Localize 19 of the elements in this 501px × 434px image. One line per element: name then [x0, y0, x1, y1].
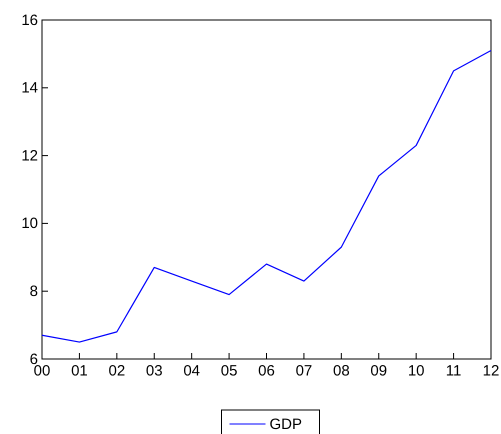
- y-tick-label: 12: [21, 147, 38, 164]
- x-tick-label: 10: [408, 362, 425, 380]
- x-tick-label: 04: [183, 362, 200, 380]
- x-tick-label: 02: [108, 362, 126, 380]
- x-tick-label: 01: [71, 362, 88, 380]
- y-tick-label: 16: [21, 12, 38, 29]
- x-tick-label: 06: [258, 362, 275, 380]
- x-tick-label: 08: [332, 362, 350, 380]
- x-tick-label: 03: [146, 362, 163, 380]
- x-tick-label: 11: [446, 362, 462, 380]
- x-tick-label: 07: [296, 362, 312, 380]
- y-tick-label: 10: [21, 215, 38, 232]
- line-series: [41, 50, 492, 343]
- x-tick-label: 09: [370, 362, 388, 380]
- x-tick-label: 12: [482, 362, 500, 380]
- x-tick-label: 05: [220, 362, 238, 380]
- y-tick-label: 8: [30, 283, 38, 300]
- legend-label: GDP: [270, 416, 302, 433]
- y-tick-label: 14: [21, 80, 38, 97]
